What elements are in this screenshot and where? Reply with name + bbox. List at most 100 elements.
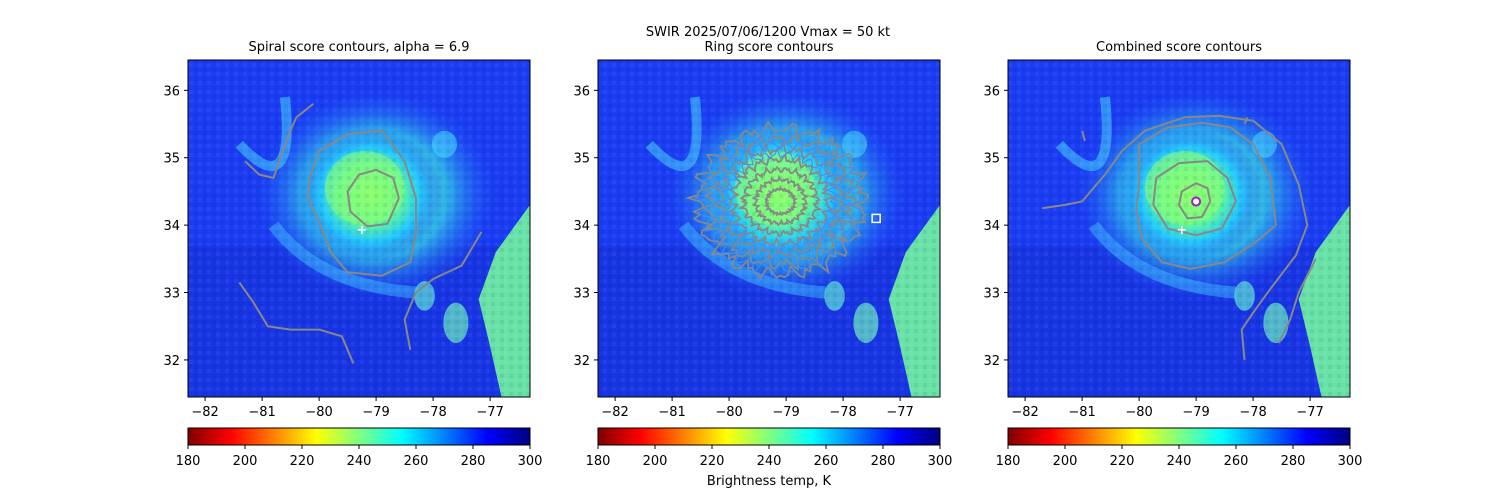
colorbar-tick-label: 280 [461, 454, 486, 469]
panel-2: Ring score contours −82 −81 −80 −79 −78 −77 32 3… [573, 40, 941, 420]
y-tick-label: 35 [163, 152, 180, 167]
colorbar-tick-label: 260 [404, 454, 429, 469]
score-contour [1152, 160, 1237, 237]
y-tick-label: 34 [163, 219, 180, 234]
colorbar-tick-label: 200 [233, 454, 258, 469]
satellite-image [598, 60, 940, 397]
y-tick-label: 33 [163, 287, 180, 302]
colorbar-label: Brightness temp, K [707, 474, 832, 489]
score-contour [1135, 121, 1277, 270]
colorbar-tick-label: 220 [290, 454, 315, 469]
x-tick-label: −82 [1011, 405, 1038, 420]
y-tick-label: 34 [573, 219, 590, 234]
colorbar-root: 180 200 220 240 260 280 300 180 200 220 240 260 280 3… [176, 427, 1363, 469]
ring-score-contour [684, 120, 869, 281]
x-tick-label: −81 [248, 405, 275, 420]
colorbar-tick-label: 240 [757, 454, 782, 469]
colorbar-tick-label: 180 [996, 454, 1021, 469]
satellite-image [1008, 60, 1350, 397]
colorbar-tick-label: 240 [1167, 454, 1192, 469]
colorbar-tick-label: 220 [700, 454, 725, 469]
panel-3: Combined score contours −82 −81 −80 −79 −78 −7… [983, 40, 1351, 420]
ring-score-contour-low [720, 148, 839, 254]
x-tick-label: −79 [362, 405, 389, 420]
x-tick-label: −79 [1182, 405, 1209, 420]
y-tick-label: 36 [573, 84, 590, 99]
axes-frame [1007, 59, 1351, 398]
colorbar-tick-label: 200 [643, 454, 668, 469]
y-tick-label: 33 [573, 287, 590, 302]
x-tick-label: −77 [886, 405, 913, 420]
x-tick-label: −78 [419, 405, 446, 420]
colorbar-tick-label: 300 [518, 454, 543, 469]
ring-score-contour [764, 185, 799, 217]
y-tick-label: 32 [163, 354, 180, 369]
colorbar-3: 180 200 220 240 260 280 300 [996, 427, 1363, 469]
panel-title: Ring score contours [704, 40, 833, 55]
y-tick-label: 36 [983, 84, 1000, 99]
score-contour [403, 231, 483, 350]
axes-frame [597, 59, 941, 398]
ring-contour-region [684, 120, 869, 281]
colorbar-tick-label: 300 [928, 454, 953, 469]
colorbar-tick-label: 180 [176, 454, 201, 469]
ring-score-contour-low [693, 126, 862, 277]
y-tick-label: 35 [983, 152, 1000, 167]
colorbar-tick-label: 300 [1338, 454, 1363, 469]
x-tick-label: −82 [191, 405, 218, 420]
panel-1: Spiral score contours, alpha = 6.9 −82 −81… [163, 40, 531, 420]
x-tick-label: −80 [1125, 405, 1152, 420]
x-tick-label: −80 [305, 405, 332, 420]
colorbar-gradient [1007, 427, 1351, 446]
x-tick-label: −78 [1239, 405, 1266, 420]
ring-score-contour [737, 165, 824, 237]
x-tick-label: −79 [772, 405, 799, 420]
score-contour [346, 168, 400, 228]
satellite-image [188, 60, 530, 397]
center-plus-marker [1177, 225, 1186, 234]
y-tick-label: 34 [983, 219, 1000, 234]
y-tick-label: 33 [983, 287, 1000, 302]
image-texture [188, 60, 530, 397]
score-contour [1277, 258, 1317, 344]
x-tick-label: −78 [829, 405, 856, 420]
center-square-marker [871, 213, 881, 224]
x-tick-label: −80 [715, 405, 742, 420]
y-tick-label: 32 [983, 354, 1000, 369]
center-circle-marker [1191, 196, 1202, 207]
axes-root: Spiral score contours, alpha = 6.9 −82 −81… [163, 40, 1351, 420]
colorbar-2: 180 200 220 240 260 280 300 [586, 427, 953, 469]
image-texture [1008, 60, 1350, 397]
ring-score-contour [726, 152, 835, 248]
score-contour [1042, 114, 1309, 360]
colorbar-gradient [597, 427, 941, 446]
center-plus-marker [357, 225, 366, 234]
colorbar-tick-label: 260 [814, 454, 839, 469]
colorbar-tick-label: 280 [871, 454, 896, 469]
colorbar-tick-label: 260 [1224, 454, 1249, 469]
x-tick-label: −81 [658, 405, 685, 420]
y-tick-label: 35 [573, 152, 590, 167]
colorbar-1: 180 200 220 240 260 280 300 [176, 427, 543, 469]
image-texture [598, 60, 940, 397]
colorbar-tick-label: 200 [1053, 454, 1078, 469]
colorbar-gradient [187, 427, 531, 446]
ring-score-contour-low [709, 137, 853, 264]
y-tick-label: 36 [163, 84, 180, 99]
x-tick-label: −77 [1296, 405, 1323, 420]
colorbar-tick-label: 240 [347, 454, 372, 469]
score-contour [306, 129, 417, 277]
x-tick-label: −81 [1068, 405, 1095, 420]
panel-title: Spiral score contours, alpha = 6.9 [248, 40, 469, 55]
score-contour [238, 281, 355, 364]
colorbar-tick-label: 220 [1110, 454, 1135, 469]
y-tick-label: 32 [573, 354, 590, 369]
panel-title: Combined score contours [1096, 40, 1262, 55]
x-tick-label: −82 [601, 405, 628, 420]
score-contour [1178, 182, 1212, 220]
colorbar-tick-label: 280 [1281, 454, 1306, 469]
score-contour [244, 103, 315, 179]
figure-suptitle: SWIR 2025/07/06/1200 Vmax = 50 kt [646, 25, 890, 40]
score-contour [1081, 130, 1086, 142]
